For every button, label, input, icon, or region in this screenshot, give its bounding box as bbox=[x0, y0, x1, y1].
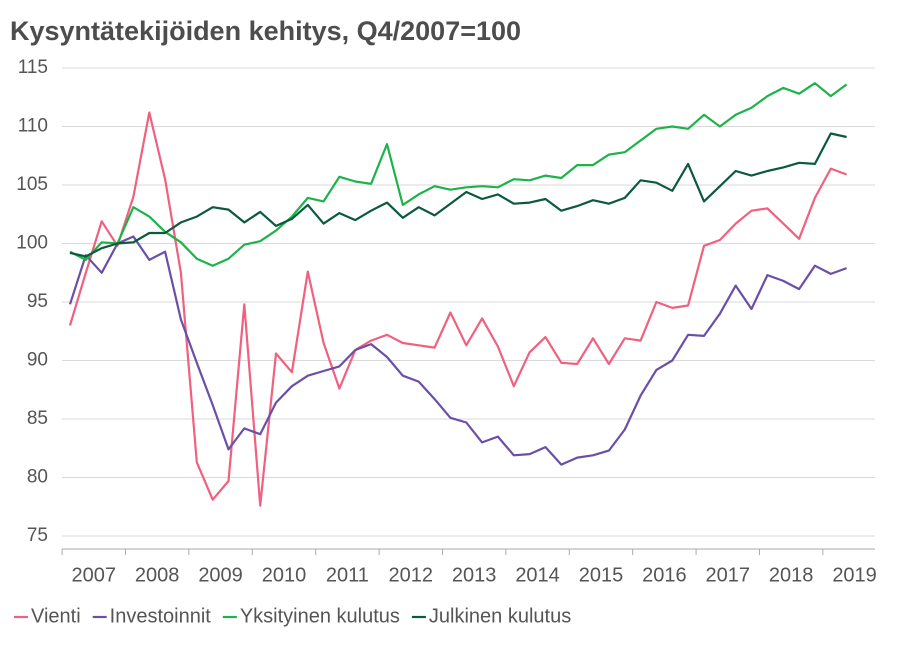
x-tick-label: 2019 bbox=[832, 564, 877, 586]
x-tick-label: 2015 bbox=[579, 564, 624, 586]
x-tick-label: 2011 bbox=[326, 564, 369, 586]
legend-label: Vienti bbox=[31, 605, 81, 627]
legend-label: Julkinen kulutus bbox=[429, 605, 571, 627]
x-tick-label: 2017 bbox=[706, 564, 751, 586]
legend-label: Yksityinen kulutus bbox=[240, 605, 400, 627]
legend-label: Investoinnit bbox=[110, 605, 212, 627]
x-tick-label: 2016 bbox=[642, 564, 687, 586]
x-tick-label: 2009 bbox=[198, 564, 243, 586]
y-tick-label: 105 bbox=[16, 174, 48, 195]
series-line bbox=[69, 132, 847, 258]
y-tick-label: 110 bbox=[18, 116, 48, 137]
x-tick-label: 2008 bbox=[135, 564, 180, 586]
y-tick-label: 115 bbox=[18, 57, 48, 78]
chart-title: Kysyntätekijöiden kehitys, Q4/2007=100 bbox=[10, 16, 521, 46]
x-tick-label: 2012 bbox=[389, 564, 434, 586]
x-tick-label: 2007 bbox=[72, 564, 117, 586]
x-tick-label: 2014 bbox=[515, 564, 560, 586]
series-line bbox=[68, 111, 847, 507]
series-line bbox=[68, 235, 847, 466]
y-tick-label: 80 bbox=[27, 467, 48, 488]
y-tick-label: 75 bbox=[27, 525, 48, 546]
y-tick-label: 100 bbox=[16, 233, 48, 254]
x-tick-label: 2018 bbox=[769, 564, 814, 586]
y-tick-label: 85 bbox=[27, 408, 48, 429]
x-tick-label: 2013 bbox=[452, 564, 497, 586]
y-tick-label: 90 bbox=[27, 350, 48, 371]
series-line bbox=[69, 82, 848, 267]
x-tick-label: 2010 bbox=[262, 564, 307, 586]
y-tick-label: 95 bbox=[27, 291, 48, 312]
